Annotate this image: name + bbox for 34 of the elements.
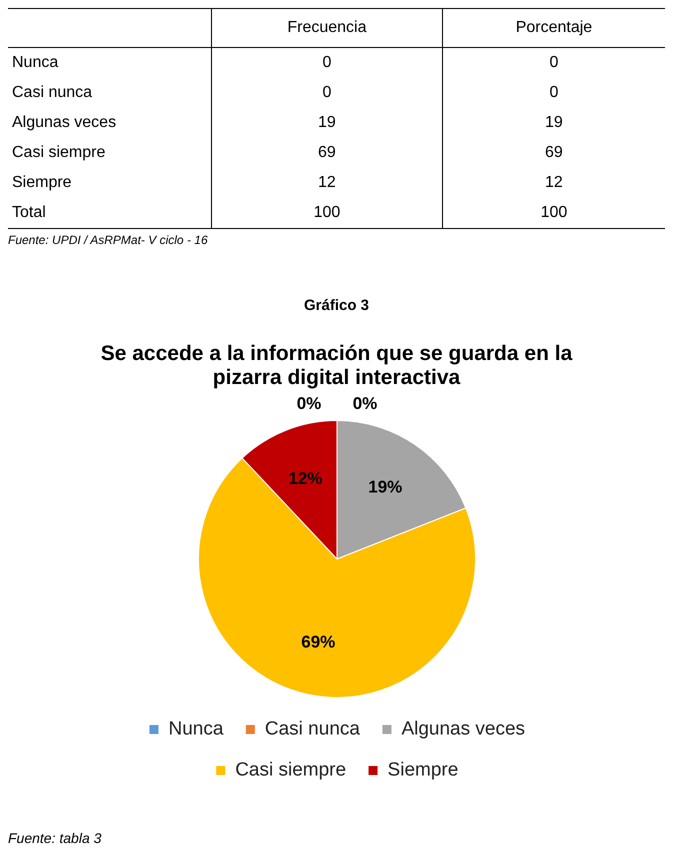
- text: 0%: [352, 394, 377, 414]
- data-label: 0: [212, 48, 442, 78]
- category-label: Total: [8, 198, 212, 228]
- data-label: 0: [548, 53, 560, 73]
- text: Porcentaje: [514, 18, 594, 38]
- data-label: 0: [212, 78, 442, 108]
- data-label: 0: [548, 83, 560, 103]
- category-label: Casi siempre: [8, 138, 212, 168]
- data-label: 12: [544, 173, 564, 193]
- category-label: Algunas veces: [8, 108, 212, 138]
- data-label: 12: [212, 168, 442, 198]
- chart-title: Se accede a la información que se guarda en la pizarra digital interactiva: [100, 342, 574, 390]
- text: Gráfico 3: [302, 297, 370, 314]
- category-label: Casi nunca: [8, 78, 212, 108]
- data-label: 19: [212, 108, 442, 138]
- data-label: 69: [212, 138, 442, 168]
- data-label: 100: [212, 198, 442, 228]
- category-label: Siempre: [8, 168, 212, 198]
- text: Frecuencia: [212, 8, 442, 48]
- data-label: 69: [544, 143, 564, 163]
- source-note: Fuente: UPDI / AsRPMat- V ciclo - 16: [8, 233, 209, 247]
- legend-label: Casi nunca: [264, 718, 360, 740]
- source-note: Fuente: tabla 3: [8, 830, 102, 846]
- legend-label: Nunca: [168, 718, 224, 740]
- data-label: 19%: [368, 478, 402, 497]
- text: 0%: [296, 394, 321, 414]
- legend-label: Siempre: [387, 760, 458, 781]
- category-label: Nunca: [8, 48, 212, 78]
- data-label: 12%: [288, 468, 322, 488]
- legend-label: Casi siempre: [234, 760, 346, 781]
- legend-label: Algunas veces: [400, 718, 525, 740]
- data-label: 100: [540, 203, 568, 223]
- data-label: 69%: [300, 632, 335, 652]
- data-label: 19: [544, 113, 564, 133]
